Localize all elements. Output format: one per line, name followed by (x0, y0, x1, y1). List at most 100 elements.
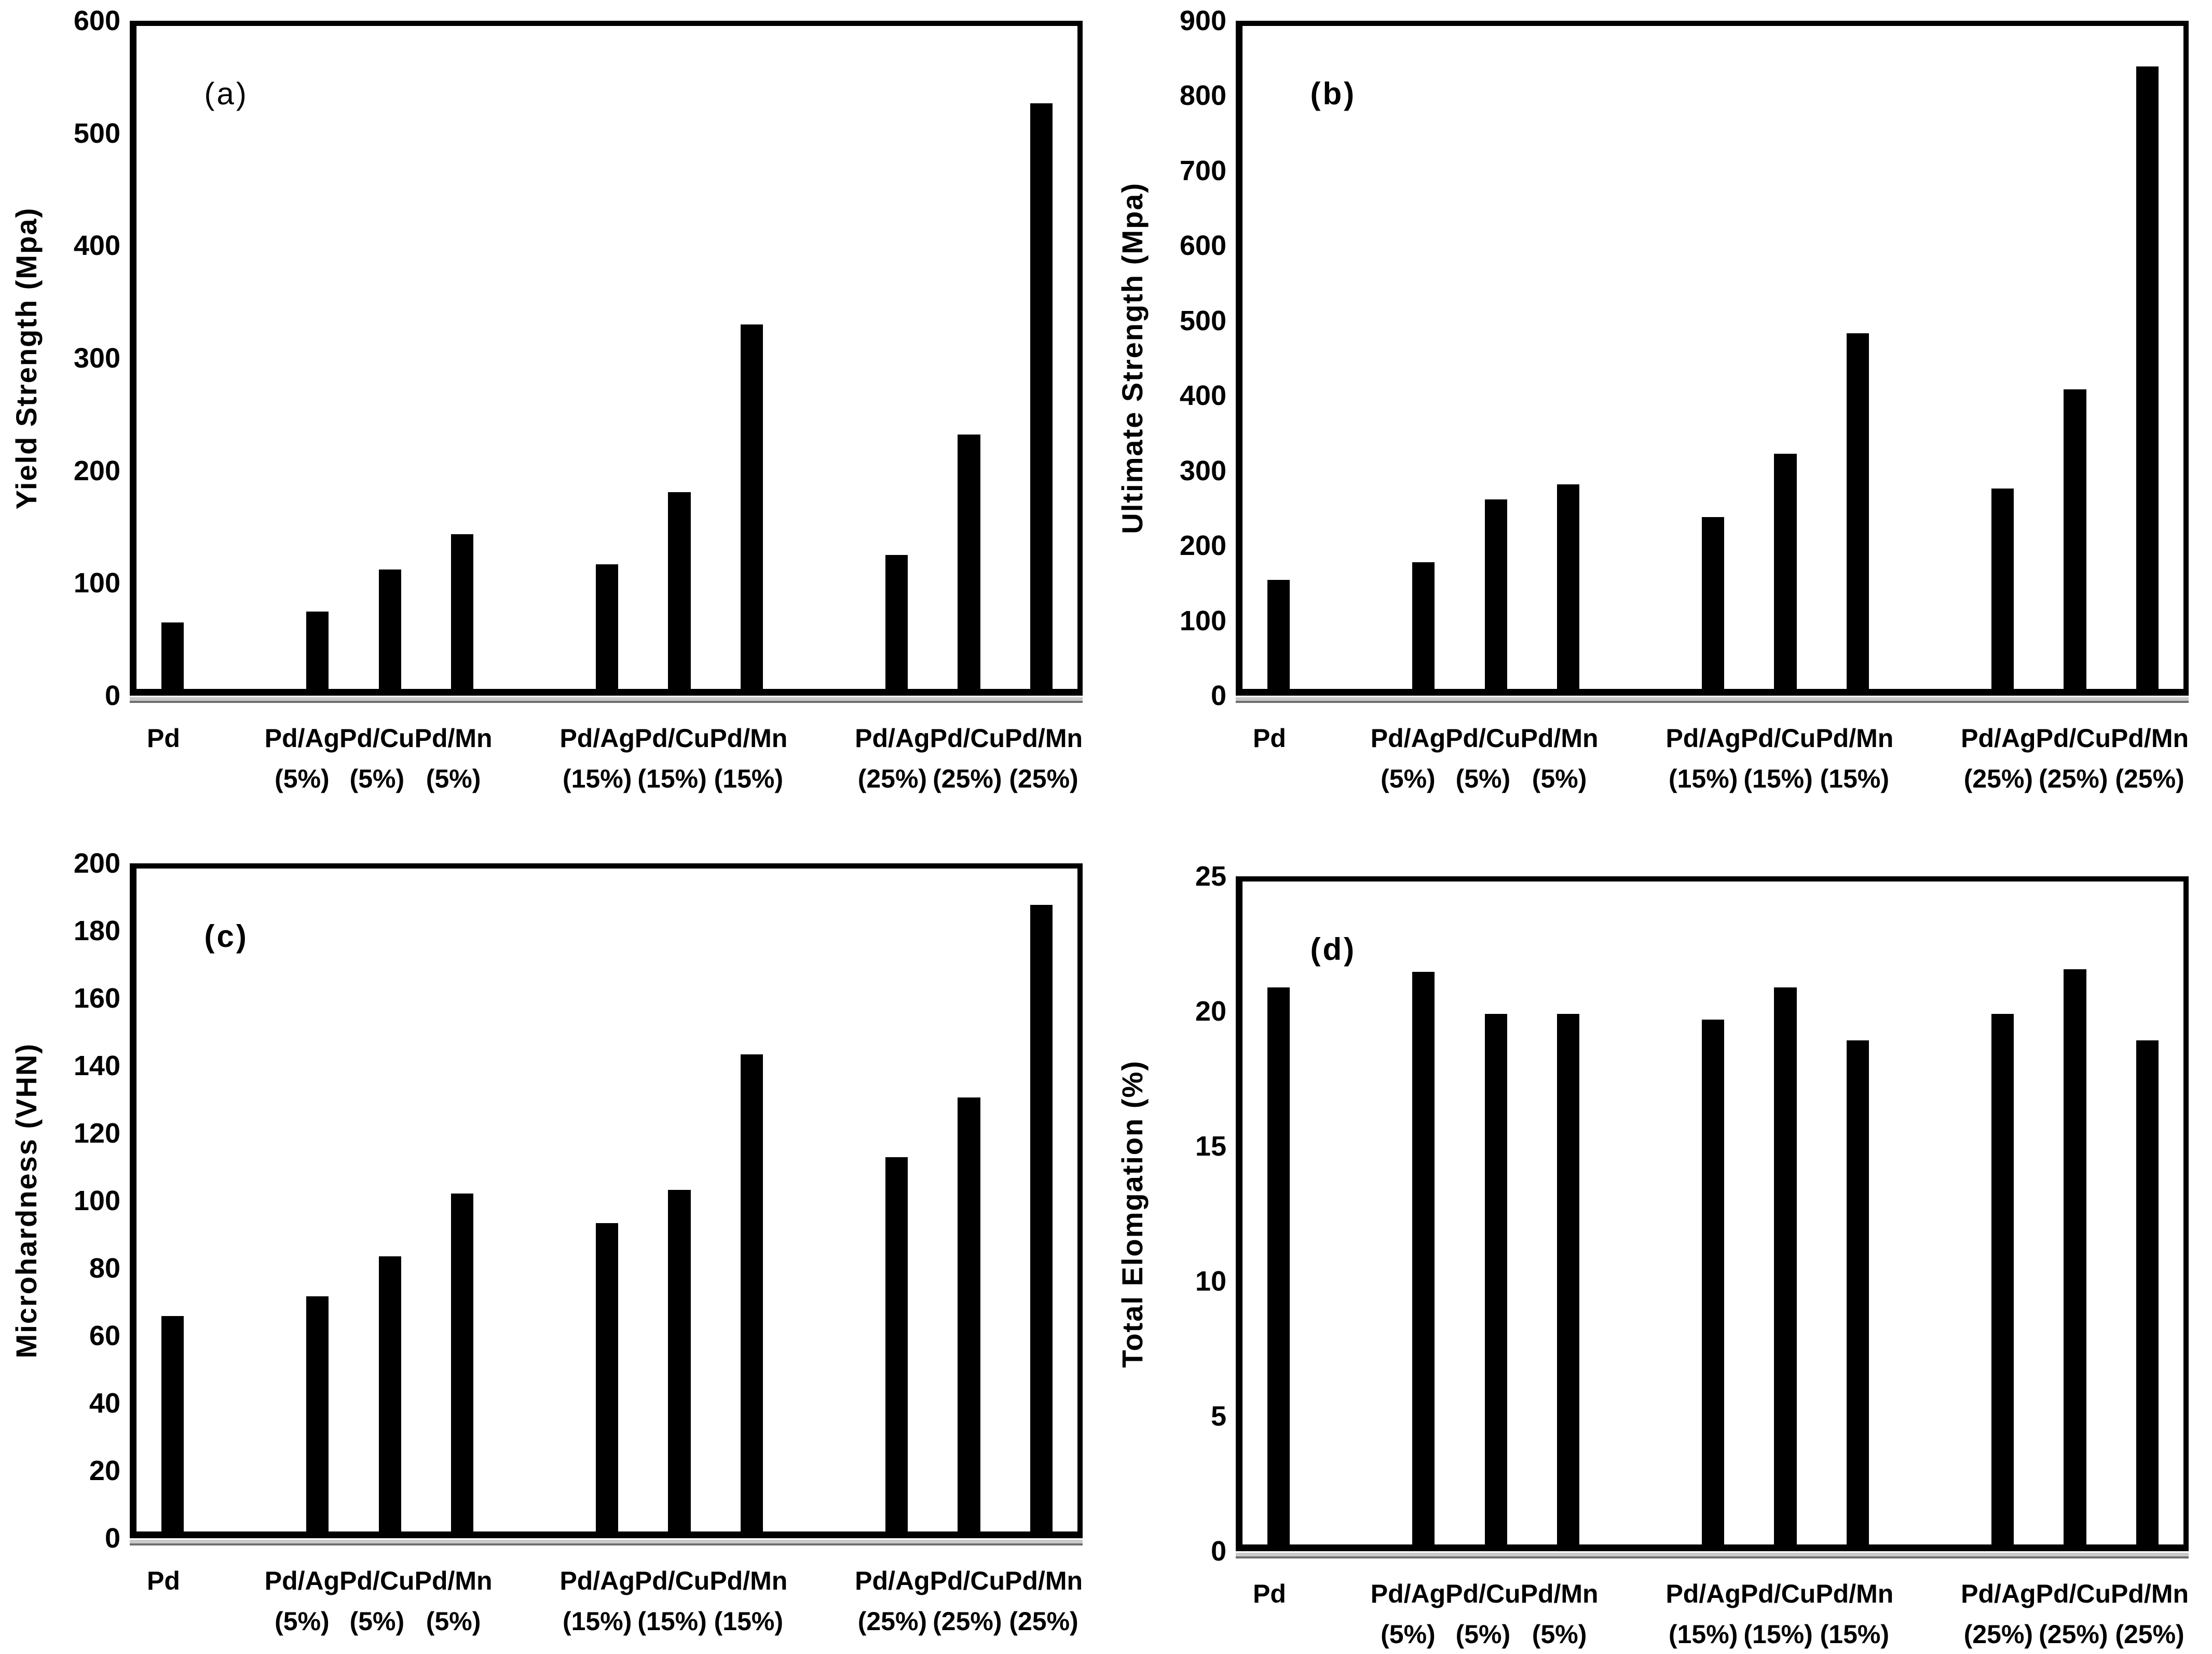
bar-slot (571, 869, 643, 1531)
y-axis-title-column: Microhardness (VHN) (0, 863, 52, 1538)
x-axis-labels-row: Pd Pd/Ag (5%) Pd/Cu (5%) Pd/Mn (5%) Pd/Ag (15%) P… (1236, 718, 2189, 799)
bar (306, 1296, 329, 1531)
x-category-sublabel: (15%) (637, 764, 707, 793)
x-category: Pd/Cu (25%) (2036, 1574, 2111, 1654)
x-category: Pd/Cu (15%) (1741, 718, 1815, 799)
x-category: Pd/Ag (5%) (1371, 1574, 1445, 1654)
bars-row (136, 869, 1077, 1531)
x-category: Pd/Ag (15%) (1665, 718, 1740, 799)
bar-slot (1315, 26, 1387, 689)
x-category: Pd/Ag (15%) (559, 1561, 634, 1642)
x-category-sublabel: (25%) (933, 764, 1002, 793)
bar-slot (209, 869, 281, 1531)
plot-column: (c) Pd Pd/Ag (5%) Pd/Cu (5%) Pd/Mn (5%) Pd/Ag (15… (130, 863, 1083, 1642)
bar-slot (1604, 26, 1676, 689)
bar-slot (1315, 882, 1387, 1544)
x-category: Pd/Ag (5%) (265, 1561, 339, 1642)
bar-slot (426, 869, 498, 1531)
y-axis-title: Microhardness (VHN) (9, 1043, 43, 1359)
bar-slot (1677, 26, 1749, 689)
bar (2136, 1040, 2159, 1544)
x-category-sublabel: (5%) (1532, 1619, 1587, 1649)
x-category-label: Pd/Mn (2111, 1579, 2189, 1608)
panel-letter: (d) (1310, 931, 1357, 967)
x-category: Pd/Cu (15%) (635, 1561, 709, 1642)
x-category-label: Pd/Mn (2111, 724, 2189, 753)
x-category-label: Pd/Ag (1665, 724, 1741, 753)
x-category-label: Pd/Mn (1815, 1579, 1894, 1608)
bar (1556, 484, 1580, 689)
bar (1030, 103, 1053, 689)
x-category-sublabel: (15%) (562, 764, 632, 793)
x-category-sublabel: (15%) (1743, 1619, 1813, 1649)
y-tick-label: 200 (73, 455, 120, 486)
bar (450, 1193, 474, 1531)
panel-b: Ultimate Strength (Mpa) 0 100 200 300 400 500 6… (1106, 0, 2212, 827)
bar (1846, 1040, 1869, 1544)
x-category-sublabel: (5%) (1455, 764, 1511, 793)
x-category: Pd/Mn (25%) (1005, 718, 1083, 799)
x-category: Pd/Cu (25%) (2036, 718, 2111, 799)
x-category: Pd/Cu (5%) (1445, 718, 1520, 799)
y-tick-label: 60 (89, 1320, 120, 1351)
x-category: Pd/Mn (5%) (415, 718, 493, 799)
y-tick-label: 100 (73, 567, 120, 599)
x-slot (1599, 1574, 1666, 1654)
bar (668, 1190, 691, 1531)
plot-area: (c) (130, 863, 1083, 1538)
bar (668, 492, 691, 689)
x-category: Pd/Mn (15%) (1815, 1574, 1893, 1654)
x-slot (787, 1561, 855, 1642)
bar-slot (1532, 882, 1604, 1544)
x-category-label: Pd/Ag (1370, 1579, 1446, 1608)
bar-slot (1749, 882, 1821, 1544)
bar-slot (571, 26, 643, 689)
x-category: Pd/Mn (5%) (415, 1561, 493, 1642)
y-tick-label: 900 (1179, 5, 1226, 36)
bar (595, 564, 619, 689)
x-category-label: Pd/Mn (1005, 1566, 1083, 1595)
x-category-sublabel: (25%) (2115, 764, 2184, 793)
axis-shadow-line (130, 1540, 1083, 1545)
y-tick-label: 300 (1179, 455, 1226, 486)
x-category-label: Pd/Ag (559, 1566, 635, 1595)
panel-letter: (a) (204, 76, 249, 111)
y-tick-label: 400 (1179, 380, 1226, 412)
x-category-sublabel: (5%) (1381, 764, 1436, 793)
bar-slot (1749, 26, 1821, 689)
bar-slot (1894, 26, 1966, 689)
y-tick-label: 300 (73, 343, 120, 374)
bar (2064, 389, 2086, 689)
y-tick-label: 140 (73, 1050, 120, 1081)
y-axis-tick-column: 0 100 200 300 400 500 600 (52, 7, 130, 710)
x-slot (1599, 718, 1666, 799)
y-tick-label: 5 (1210, 1401, 1226, 1432)
x-category-label: Pd/Ag (264, 724, 340, 753)
x-category: Pd/Mn (25%) (2111, 718, 2189, 799)
bar-slot (788, 869, 860, 1531)
x-category: Pd (130, 1561, 197, 1642)
bar-slot (861, 869, 933, 1531)
x-slot (787, 718, 855, 799)
bar (595, 1223, 619, 1531)
bar (1846, 333, 1869, 689)
bar (958, 1097, 980, 1531)
x-category-label: Pd/Cu (1445, 724, 1521, 753)
bar-slot (1459, 26, 1532, 689)
bar (885, 1157, 908, 1531)
x-category-label: Pd/Mn (1520, 724, 1599, 753)
x-category-label: Pd/Ag (264, 1566, 340, 1595)
bar (1701, 517, 1725, 689)
x-category-label: Pd/Cu (1445, 1579, 1521, 1608)
panel-letter: (c) (204, 918, 249, 954)
x-category-label: Pd/Cu (1740, 724, 1816, 753)
x-category-sublabel: (25%) (1963, 764, 2033, 793)
bar-slot (2111, 882, 2183, 1544)
bar-slot (136, 869, 209, 1531)
x-category-label: Pd/Cu (339, 1566, 415, 1595)
bar-slot (1894, 882, 1966, 1544)
x-category-label: Pd/Mn (1005, 724, 1083, 753)
x-category-sublabel: (15%) (637, 1606, 707, 1636)
bar (1774, 454, 1797, 689)
x-category-sublabel: (5%) (349, 1606, 405, 1636)
